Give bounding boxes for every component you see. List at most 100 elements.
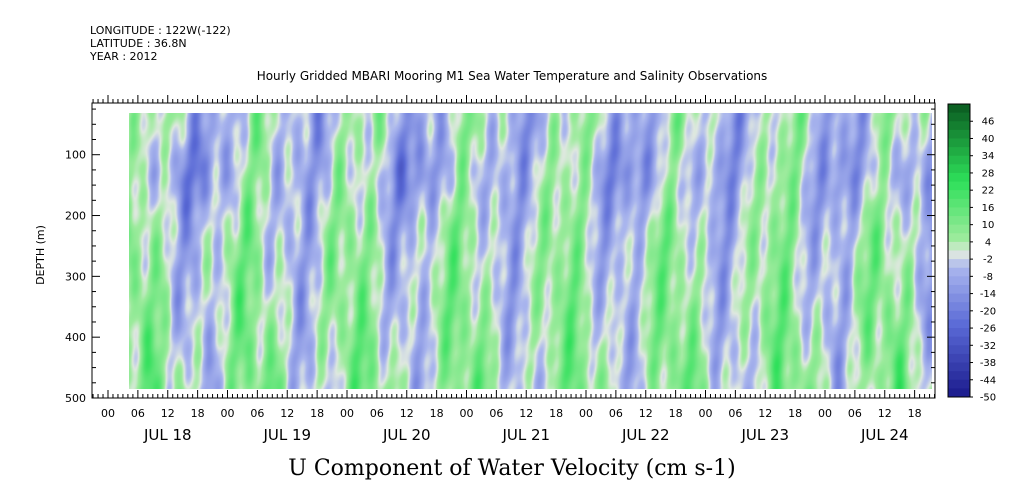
x-tick-label: 06 [609, 407, 623, 420]
colorbar-band [948, 371, 970, 381]
colorbar-band [948, 216, 970, 226]
colorbar-band [948, 319, 970, 329]
y-tick-label: 100 [65, 149, 86, 162]
colorbar-band [948, 112, 970, 122]
colorbar-band [948, 233, 970, 243]
colorbar-label: -2 [983, 255, 993, 266]
y-tick-label: 200 [65, 210, 86, 223]
colorbar-label: 46 [982, 117, 995, 128]
colorbar-band [948, 259, 970, 269]
colorbar-label: -32 [980, 341, 996, 352]
x-tick-label: 06 [131, 407, 145, 420]
colorbar-label: -44 [980, 375, 996, 386]
colorbar-band [948, 310, 970, 320]
colorbar-label: -26 [980, 324, 996, 335]
colorbar-band [948, 276, 970, 286]
x-tick-label: 00 [460, 407, 474, 420]
colorbar-label: 4 [985, 237, 991, 248]
x-tick-label: 06 [728, 407, 742, 420]
colorbar-frame [947, 103, 971, 398]
colorbar-label: 40 [982, 134, 995, 145]
x-tick-label: 12 [519, 407, 533, 420]
colorbar-label: -8 [983, 272, 993, 283]
latitude-label: LATITUDE : 36.8N [90, 37, 187, 50]
colorbar-label: 34 [982, 151, 995, 162]
chart-title: Hourly Gridded MBARI Mooring M1 Sea Wate… [257, 69, 768, 83]
x-tick-label: 12 [400, 407, 414, 420]
x-day-label: JUL 19 [262, 426, 311, 444]
colorbar-band [948, 207, 970, 217]
x-tick-label: 12 [758, 407, 772, 420]
x-tick-label: 18 [908, 407, 922, 420]
x-tick-label: 12 [878, 407, 892, 420]
x-axis-title: U Component of Water Velocity (cm s-1) [288, 456, 735, 481]
colorbar-band [948, 190, 970, 200]
plot-frame [91, 102, 936, 399]
x-day-label: JUL 20 [382, 426, 431, 444]
y-axis-title: DEPTH (m) [34, 225, 47, 285]
colorbar-band [948, 345, 970, 355]
x-tick-label: 12 [639, 407, 653, 420]
colorbar-label: 22 [982, 186, 995, 197]
colorbar: 46 40 34 28 22 16 10 4 -2 -8 -14 -20 -26 -32 -38 -44 -50 [947, 103, 996, 404]
x-tick-label: 18 [669, 407, 683, 420]
x-tick-label: 18 [549, 407, 563, 420]
x-day-label: JUL 21 [501, 426, 550, 444]
colorbar-label: -38 [980, 358, 996, 369]
colorbar-band [948, 284, 970, 295]
colorbar-band [948, 121, 970, 131]
colorbar-band [948, 198, 970, 208]
year-label: YEAR : 2012 [89, 50, 158, 63]
x-tick-label: 18 [430, 407, 444, 420]
x-day-label: JUL 18 [143, 426, 192, 444]
colorbar-band [948, 379, 970, 389]
x-tick-label: 06 [250, 407, 264, 420]
x-tick-label: 00 [579, 407, 593, 420]
colorbar-band [948, 362, 970, 372]
colorbar-band [948, 172, 970, 183]
colorbar-band [948, 224, 970, 234]
x-tick-label: 06 [848, 407, 862, 420]
x-tick-label: 18 [788, 407, 802, 420]
y-axis: 100 200 300 400 500 [65, 108, 935, 405]
colorbar-label: -14 [980, 289, 996, 300]
x-tick-label: 00 [101, 407, 115, 420]
x-tick-label: 06 [489, 407, 503, 420]
colorbar-band [948, 129, 970, 139]
colorbar-band [948, 104, 970, 114]
colorbar-band [948, 336, 970, 346]
y-tick-label: 500 [65, 392, 86, 405]
x-day-label: JUL 23 [740, 426, 789, 444]
y-tick-label: 400 [65, 331, 86, 344]
x-tick-label: 00 [818, 407, 832, 420]
colorbar-band [948, 164, 970, 174]
colorbar-label: 28 [982, 168, 995, 179]
y-tick-label: 300 [65, 270, 86, 283]
colorbar-band [948, 328, 970, 338]
x-tick-label: 12 [280, 407, 294, 420]
x-day-label: JUL 24 [860, 426, 909, 444]
x-tick-label: 00 [699, 407, 713, 420]
colorbar-label: -50 [980, 393, 996, 404]
colorbar-band [948, 388, 970, 398]
colorbar-band [948, 302, 970, 312]
longitude-label: LONGITUDE : 122W(-122) [90, 24, 231, 37]
x-tick-label: 18 [310, 407, 324, 420]
colorbar-band [948, 147, 970, 157]
colorbar-band [948, 241, 970, 251]
colorbar-band [948, 250, 970, 260]
colorbar-band [948, 138, 970, 148]
colorbar-label: -20 [980, 306, 996, 317]
colorbar-label: 16 [982, 203, 995, 214]
heatmap-cells [129, 113, 932, 389]
x-tick-label: 12 [161, 407, 175, 420]
x-tick-label: 18 [191, 407, 205, 420]
x-tick-label: 00 [221, 407, 235, 420]
x-axis: 00 06 12 18 00 06 12 18 00 06 12 18 00 06 12 18 00 06 12 18… [92, 95, 936, 444]
colorbar-band [948, 181, 970, 191]
colorbar-band [948, 293, 970, 303]
colorbar-band [948, 155, 970, 165]
colorbar-band [948, 267, 970, 277]
x-tick-label: 00 [340, 407, 354, 420]
